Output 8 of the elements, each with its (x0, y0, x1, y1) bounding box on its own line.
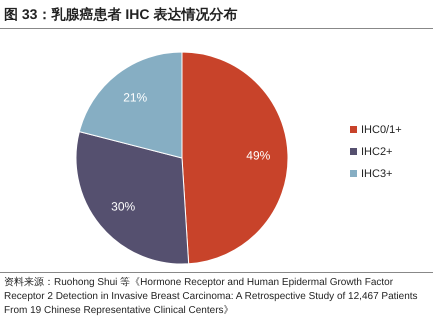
legend-label: IHC3+ (361, 168, 392, 180)
title: 图 33：乳腺癌患者 IHC 表达情况分布 (4, 6, 238, 24)
annotation: 资料来源：Ruohong Shui 等《Hormone Receptor and Human Epidermal Growth Factor Receptor 2 Detection in Invasive Breast Carcinoma: A Retrospective Study of 12,467 Patients From 19 Chinese Representative Clinical Centers》 (4, 276, 419, 318)
legend-label: IHC0/1+ (361, 124, 402, 136)
legend-label: IHC2+ (361, 146, 392, 158)
data-label: 21% (123, 90, 148, 105)
data-label: 30% (111, 200, 136, 214)
data-label: 49% (246, 148, 271, 163)
